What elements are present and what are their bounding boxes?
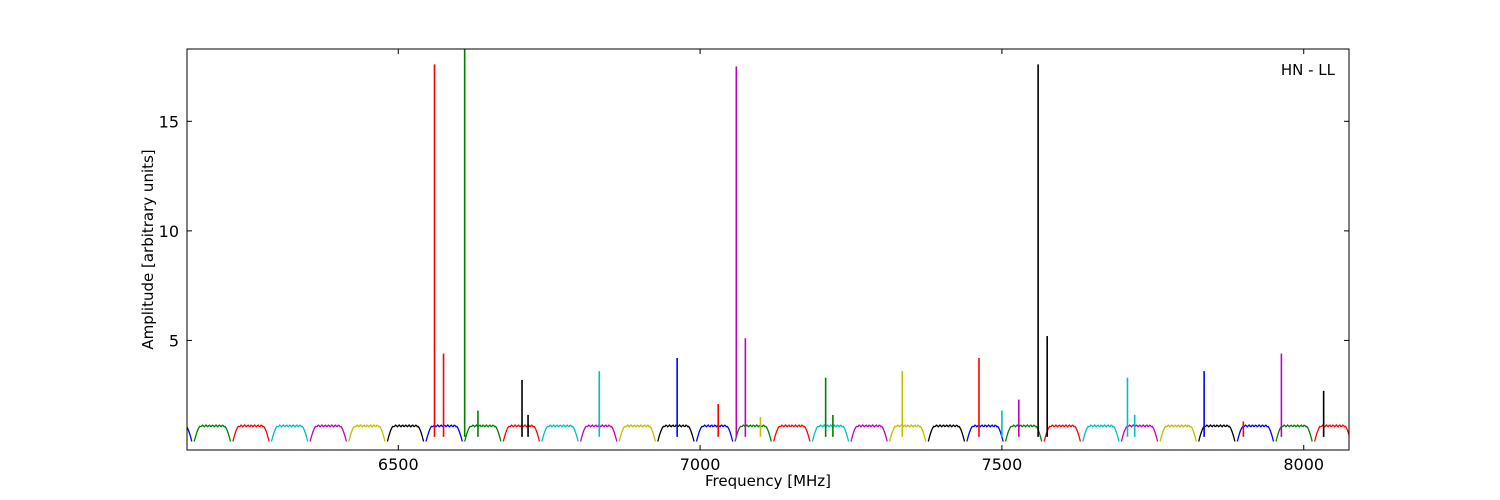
- subband-trace: [464, 424, 502, 442]
- subband-trace: [850, 424, 888, 442]
- subband-trace: [193, 424, 232, 442]
- subband-trace: [1043, 424, 1082, 442]
- x-tick-label: 7000: [680, 455, 721, 474]
- axis-ticks: 6500 7000 7500 8000 5 10 15: [159, 49, 1349, 474]
- x-axis-label: Frequency [MHz]: [705, 472, 831, 490]
- subband-trace: [1004, 424, 1043, 442]
- subband-trace: [657, 424, 695, 442]
- subband-trace: [888, 424, 927, 442]
- subband-trace: [695, 424, 734, 442]
- subband-trace: [811, 424, 850, 442]
- subband-trace: [386, 424, 425, 442]
- x-tick-label: 8000: [1283, 455, 1324, 474]
- subband-trace: [348, 424, 386, 442]
- y-tick-label: 5: [169, 331, 179, 350]
- plot-area: [187, 49, 1349, 442]
- y-axis-label: Amplitude [arbitrary units]: [139, 149, 157, 349]
- subband-trace: [618, 424, 657, 442]
- subband-trace: [927, 424, 966, 442]
- subband-trace: [734, 424, 772, 442]
- subband-trace: [773, 424, 811, 442]
- spike-traces: [433, 49, 1325, 437]
- subband-trace: [1159, 424, 1197, 442]
- subband-trace: [541, 424, 579, 442]
- subband-trace: [966, 424, 1004, 442]
- y-tick-label: 15: [159, 112, 179, 131]
- x-tick-label: 6500: [378, 455, 419, 474]
- subband-trace: [1082, 424, 1120, 442]
- axes-frame: [186, 48, 1350, 451]
- subband-trace: [1313, 424, 1349, 442]
- chart-annotation: HN - LL: [1281, 61, 1336, 79]
- subband-trace: [232, 424, 270, 442]
- y-tick-label: 10: [159, 222, 179, 241]
- x-tick-label: 7500: [982, 455, 1023, 474]
- subband-trace: [270, 424, 309, 442]
- subband-trace: [309, 424, 348, 442]
